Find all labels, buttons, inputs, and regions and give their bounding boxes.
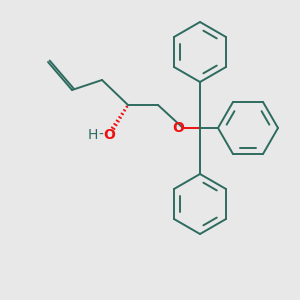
Text: H: H bbox=[88, 128, 98, 142]
Text: O: O bbox=[172, 121, 184, 135]
Text: -: - bbox=[99, 128, 103, 142]
Text: O: O bbox=[103, 128, 115, 142]
